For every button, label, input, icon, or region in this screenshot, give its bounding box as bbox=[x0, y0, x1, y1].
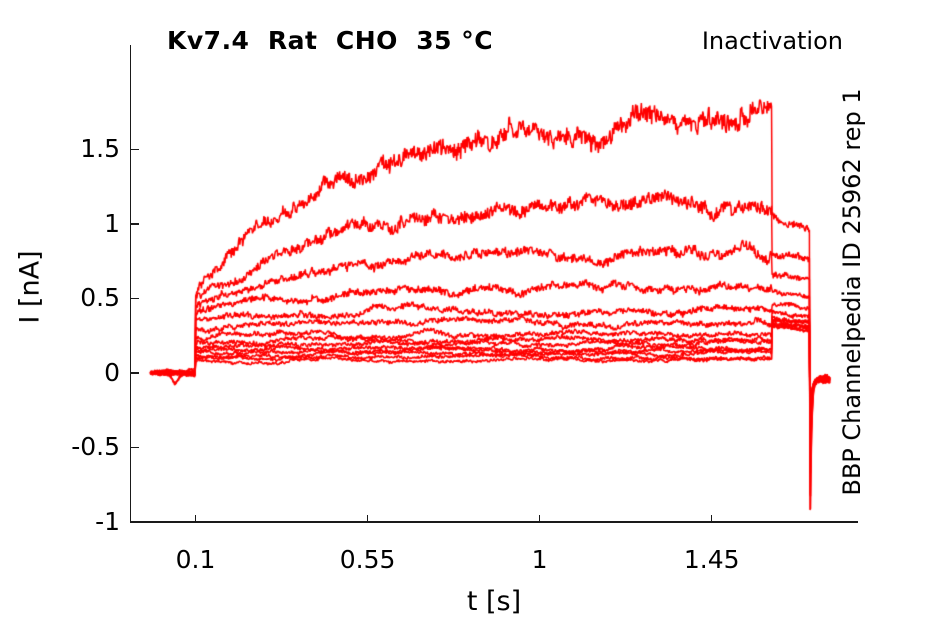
y-tick bbox=[131, 223, 139, 225]
x-tick bbox=[194, 514, 197, 522]
y-tick-label: 0 bbox=[104, 357, 120, 387]
x-axis-spine bbox=[129, 521, 858, 523]
x-tick bbox=[538, 514, 541, 522]
x-tick-label: 0.1 bbox=[175, 545, 216, 574]
y-tick bbox=[131, 521, 139, 523]
y-axis-spine bbox=[129, 45, 132, 523]
chart-title: Kv7.4 Rat CHO 35 °C bbox=[167, 26, 494, 55]
y-tick bbox=[131, 148, 139, 151]
y-tick bbox=[131, 372, 139, 374]
x-tick bbox=[366, 514, 369, 522]
y-tick-label: 1.5 bbox=[80, 134, 120, 164]
corner-annotation: Inactivation bbox=[701, 27, 843, 55]
x-tick-label: 1.45 bbox=[683, 545, 740, 574]
y-tick-label: 1 bbox=[104, 208, 120, 238]
y-tick-label: -0.5 bbox=[71, 432, 120, 462]
y-tick-label: 0.5 bbox=[80, 283, 120, 313]
x-tick-label: 0.55 bbox=[339, 545, 396, 574]
x-tick-label: 1 bbox=[531, 545, 548, 574]
x-tick bbox=[710, 514, 713, 522]
y-tick bbox=[131, 446, 139, 449]
y-tick-label: -1 bbox=[95, 507, 120, 536]
y-tick bbox=[131, 297, 139, 300]
side-annotation: BBP Channelpedia ID 25962 rep 1 bbox=[838, 88, 866, 496]
x-axis-label: t [s] bbox=[466, 586, 522, 617]
